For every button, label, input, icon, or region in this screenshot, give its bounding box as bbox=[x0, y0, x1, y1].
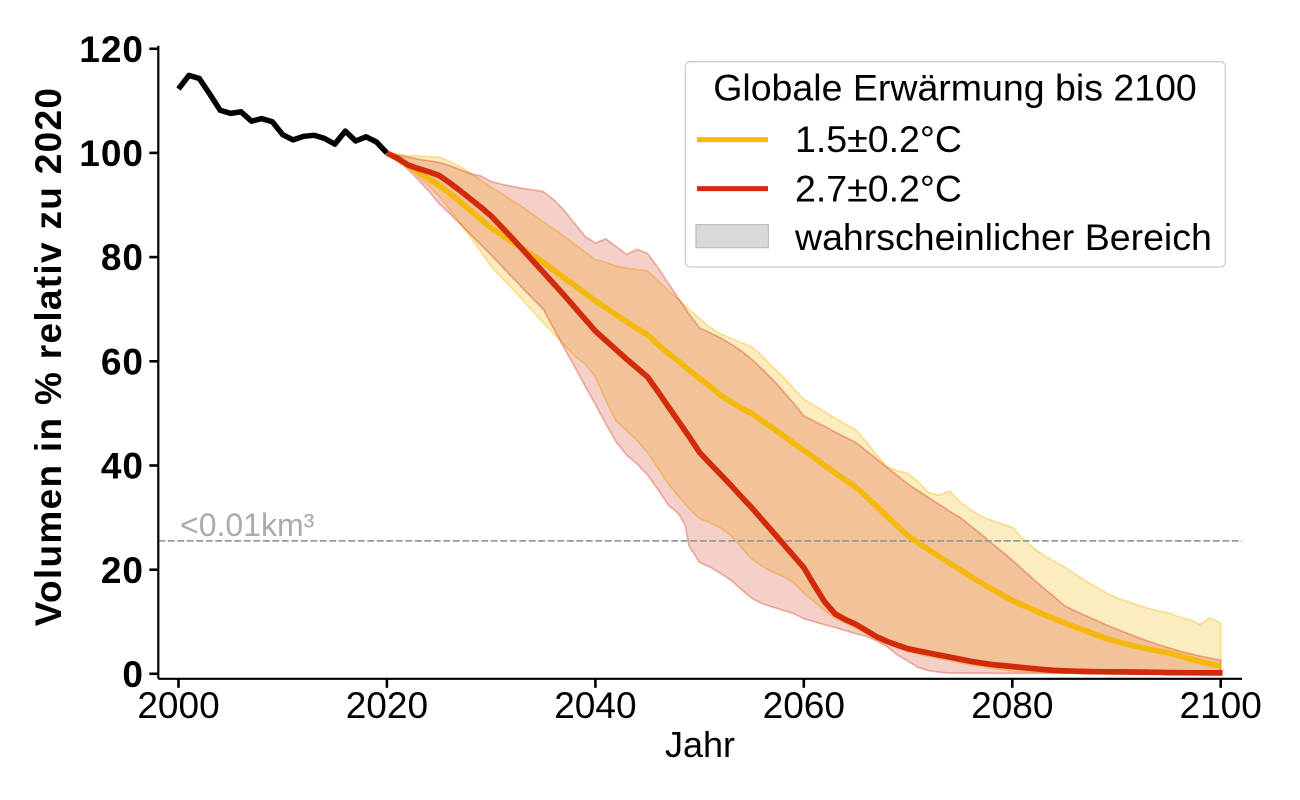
svg-text:0: 0 bbox=[122, 654, 144, 695]
svg-text:40: 40 bbox=[101, 446, 144, 487]
svg-text:120: 120 bbox=[79, 29, 144, 70]
svg-text:2100: 2100 bbox=[1180, 685, 1262, 726]
svg-text:2000: 2000 bbox=[137, 685, 219, 726]
svg-text:1.5±0.2°C: 1.5±0.2°C bbox=[795, 118, 962, 160]
svg-text:<0.01km³: <0.01km³ bbox=[180, 507, 315, 543]
svg-text:Jahr: Jahr bbox=[665, 724, 735, 765]
svg-text:20: 20 bbox=[101, 550, 144, 591]
svg-text:2040: 2040 bbox=[554, 685, 636, 726]
svg-text:2080: 2080 bbox=[971, 685, 1053, 726]
svg-text:60: 60 bbox=[101, 341, 144, 382]
svg-text:wahrscheinlicher Bereich: wahrscheinlicher Bereich bbox=[794, 216, 1212, 258]
svg-text:80: 80 bbox=[101, 237, 144, 278]
svg-text:100: 100 bbox=[79, 133, 144, 174]
svg-text:Volumen in % relativ zu 2020: Volumen in % relativ zu 2020 bbox=[28, 87, 69, 627]
svg-text:2.7±0.2°C: 2.7±0.2°C bbox=[795, 168, 962, 210]
svg-text:2020: 2020 bbox=[346, 685, 428, 726]
svg-text:2060: 2060 bbox=[763, 685, 845, 726]
svg-text:Globale Erwärmung bis 2100: Globale Erwärmung bis 2100 bbox=[713, 67, 1197, 109]
